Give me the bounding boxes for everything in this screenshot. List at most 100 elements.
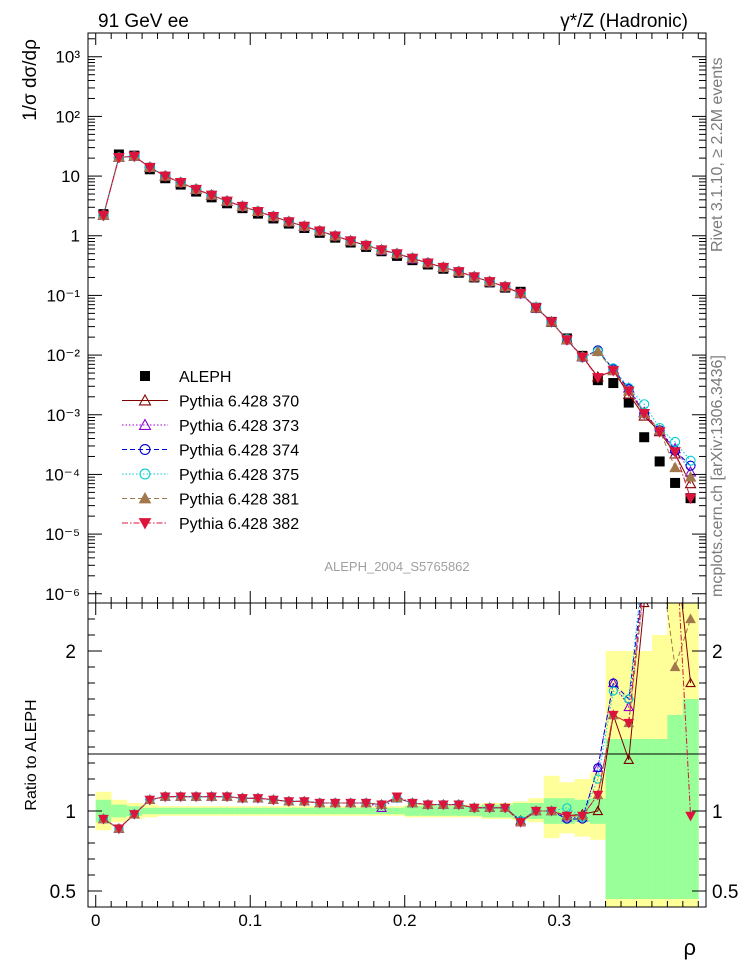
data-marker — [314, 798, 326, 809]
data-marker — [655, 535, 664, 543]
data-marker — [671, 519, 679, 527]
data-marker — [656, 535, 664, 543]
ratio-y-tick-label-right: 2 — [712, 642, 723, 663]
data-marker — [640, 567, 648, 575]
stat-uncertainty-band — [281, 807, 297, 815]
data-marker — [622, 386, 635, 398]
x-tick-label: 0.3 — [547, 911, 571, 930]
data-marker — [144, 795, 156, 806]
stat-uncertainty-band — [172, 807, 189, 815]
data-marker — [576, 352, 589, 363]
data-marker — [669, 447, 681, 458]
series-line — [102, 155, 691, 461]
stat-uncertainty-band — [420, 806, 437, 816]
legend-label: Pythia 6.428 370 — [179, 394, 299, 411]
y-tick-label: 10⁻³ — [46, 406, 80, 425]
ratio-series-5 — [98, 535, 696, 835]
data-marker — [453, 800, 465, 811]
x-tick-label: 0.1 — [238, 911, 262, 930]
data-marker — [640, 567, 649, 575]
data-marker — [375, 245, 388, 256]
data-marker — [608, 378, 619, 389]
data-marker — [684, 493, 697, 505]
data-marker — [437, 262, 450, 274]
ratio-y-tick-label-right: 0.5 — [712, 882, 738, 903]
stat-uncertainty-band — [636, 739, 653, 899]
ratio-uncertainty-bands — [95, 603, 699, 907]
data-marker — [452, 267, 465, 278]
data-marker — [623, 701, 635, 712]
stat-uncertainty-band — [157, 807, 174, 815]
axes: 0 0.1 0.2 0.3 10⁻⁶ 10⁻⁵ 10⁻⁴ 10⁻³ 10⁻² 10⁻¹ 1 10 10²… — [45, 33, 738, 930]
data-marker — [640, 583, 649, 591]
stat-uncertainty-band — [203, 807, 220, 815]
legend: ALEPH Pythia 6.428 370 Pythia 6.428 373 Pyt… — [122, 369, 299, 533]
ratio-y-tick-label: 2 — [65, 642, 76, 663]
data-marker — [499, 803, 511, 814]
stat-uncertainty-band — [451, 806, 467, 816]
stat-uncertainty-band — [342, 807, 359, 815]
series-line — [103, 603, 692, 830]
legend-entry: ALEPH — [140, 369, 231, 386]
ratio-y-tick-label: 0.5 — [50, 882, 76, 903]
data-marker — [376, 800, 387, 811]
data-marker — [561, 811, 573, 822]
stat-uncertainty-band — [142, 807, 158, 815]
y-tick-label: 10⁻² — [46, 346, 80, 365]
data-marker — [623, 397, 634, 408]
data-marker — [640, 551, 648, 559]
stat-uncertainty-band — [327, 807, 344, 815]
data-marker — [329, 798, 341, 809]
data-marker — [159, 792, 171, 803]
data-marker — [468, 803, 480, 814]
series-line — [103, 603, 692, 830]
data-marker — [98, 814, 109, 825]
ratio-y-tick-label-right: 1 — [712, 802, 723, 823]
y-axis-label: 1/σ dσ/dρ — [20, 39, 41, 121]
process-label: 91 GeV ee — [98, 11, 189, 32]
stat-uncertainty-band — [435, 806, 452, 816]
data-marker — [252, 206, 264, 218]
data-marker — [592, 345, 604, 356]
data-marker — [561, 335, 573, 346]
data-marker — [97, 210, 110, 222]
ratio-axis-label: Ratio to ALEPH — [23, 699, 40, 810]
data-marker — [138, 518, 152, 530]
data-marker — [592, 373, 604, 384]
stat-uncertainty-band — [358, 807, 375, 815]
data-marker — [138, 393, 152, 406]
legend-label: Pythia 6.428 381 — [179, 492, 299, 509]
legend-label: Pythia 6.428 375 — [179, 467, 299, 484]
stat-uncertainty-band — [312, 807, 328, 815]
data-marker — [656, 535, 664, 543]
stat-uncertainty-band — [188, 807, 205, 815]
series-layer — [97, 149, 697, 835]
data-marker — [360, 240, 372, 252]
data-marker — [313, 226, 326, 238]
data-marker — [655, 535, 664, 543]
data-marker — [593, 763, 603, 773]
data-marker — [687, 551, 695, 559]
data-marker — [671, 519, 679, 527]
data-marker — [252, 794, 264, 804]
data-marker — [670, 477, 681, 488]
y-tick-label: 10⁻⁵ — [45, 525, 80, 544]
rivet-version-label: Rivet 3.1.10, ≥ 2.2M events — [709, 57, 726, 252]
data-marker — [638, 408, 651, 420]
legend-label: Pythia 6.428 382 — [179, 516, 299, 533]
data-marker — [190, 792, 202, 803]
data-marker — [139, 443, 151, 455]
data-marker — [113, 152, 125, 164]
stat-uncertainty-band — [667, 715, 684, 899]
data-marker — [592, 805, 604, 816]
stat-uncertainty-band — [111, 804, 128, 818]
data-marker — [174, 178, 187, 189]
legend-label: Pythia 6.428 374 — [179, 443, 299, 460]
main-series-1 — [97, 150, 697, 489]
data-marker — [128, 151, 141, 163]
x-axis-label: ρ — [683, 935, 696, 960]
data-marker — [329, 231, 342, 243]
data-marker — [422, 258, 434, 269]
data-marker — [138, 491, 152, 504]
mcplots-label: mcplots.cern.ch [arXiv:1306.3436] — [709, 355, 726, 597]
